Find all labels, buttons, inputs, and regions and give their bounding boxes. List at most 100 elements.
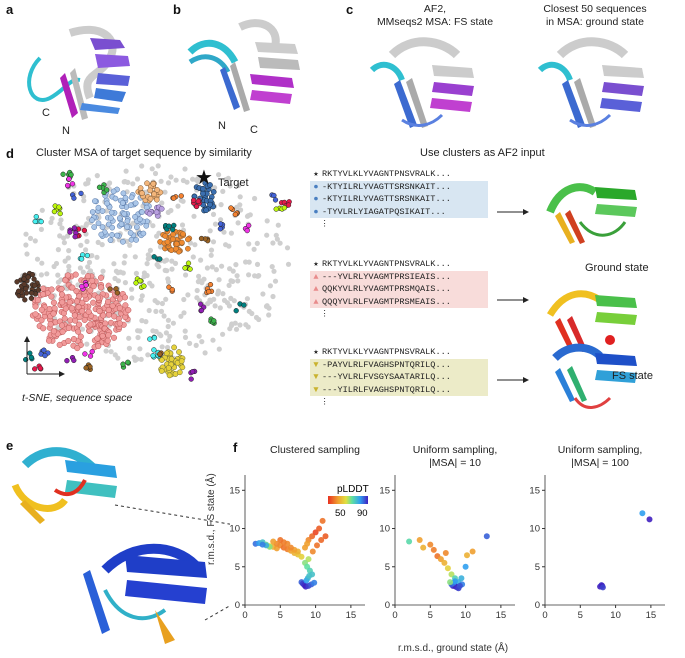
tsne-point (167, 333, 173, 339)
panel-label-a: a (6, 2, 14, 17)
tsne-point (21, 281, 27, 287)
tsne-point (145, 256, 151, 262)
protein-structure-b (187, 19, 300, 112)
tsne-point (84, 252, 90, 259)
tsne-point (108, 209, 115, 216)
tsne-point (217, 305, 223, 311)
tsne-point (116, 320, 123, 327)
x-tick-label: 0 (542, 610, 547, 621)
title-uniform-10-line2: |MSA| = 10 (429, 457, 481, 469)
tsne-point (29, 290, 35, 296)
tsne-point (235, 278, 241, 284)
tsne-point (56, 341, 63, 348)
query-sequence-row: ★ RKTYVLKLYVAGNTPNSVRALK... (310, 258, 488, 271)
tsne-point (80, 269, 86, 275)
tsne-point (207, 297, 213, 303)
cluster-marker-icon: ▼ (313, 372, 319, 382)
tsne-point (23, 242, 29, 248)
tsne-point (178, 358, 185, 364)
tsne-point (89, 277, 96, 284)
tsne-point (119, 200, 126, 206)
tsne-point (141, 283, 147, 289)
tsne-point (87, 321, 94, 328)
tsne-point (157, 256, 163, 262)
tsne-point (150, 180, 157, 187)
tsne-point (71, 195, 77, 201)
tsne-point (64, 272, 71, 279)
tsne-point (94, 173, 100, 179)
tsne-point (44, 271, 50, 277)
cluster-sequence-text: -TYVLRLYIAGATPQSIKAIT... (322, 206, 446, 217)
tsne-point (99, 224, 106, 230)
tsne-point (134, 176, 141, 182)
tsne-point (166, 223, 172, 229)
tsne-point (193, 342, 199, 348)
tsne-point (78, 242, 84, 248)
tsne-point (228, 278, 234, 284)
tsne-point (273, 232, 279, 238)
tsne-point (173, 240, 180, 247)
scatter-point (646, 516, 653, 523)
tsne-point (37, 365, 44, 371)
tsne-point (170, 320, 176, 326)
tsne-point (266, 312, 272, 318)
tsne-point (171, 344, 177, 351)
tsne-point (277, 240, 283, 246)
cluster-sequence-text: -KTYILRLYVAGTTSRSNKAIT... (322, 194, 451, 204)
tsne-point (246, 222, 252, 229)
tsne-point (75, 328, 82, 335)
tsne-point (198, 307, 205, 314)
tsne-point (77, 333, 84, 340)
blue-cluster-sequences: ★ RKTYVLKLYVAGNTPNSVRALK... ● -KTYILRLYVAGT… (310, 168, 488, 231)
tsne-point (61, 235, 67, 241)
tsne-axis-label: t-SNE, sequence space (22, 392, 133, 404)
cluster-sequence-row: ▼ ---YVLRLFVSGYSAATARILQ... (310, 371, 488, 384)
tsne-point (165, 323, 171, 330)
caption-af2-line1: AF2, (423, 3, 447, 15)
tsne-point (193, 177, 199, 183)
tsne-point (274, 236, 280, 242)
y-tick-label: 5 (385, 562, 390, 573)
tsne-point (58, 285, 65, 293)
tsne-point (168, 174, 174, 180)
tsne-point (132, 357, 138, 363)
tsne-point (162, 233, 169, 239)
tsne-point (38, 272, 45, 278)
tsne-point (99, 332, 106, 340)
tsne-point (152, 170, 159, 177)
target-star-icon: ★ (195, 167, 213, 189)
tsne-point (15, 288, 22, 294)
tsne-point (153, 196, 160, 203)
tsne-point (111, 313, 118, 320)
tsne-point (110, 334, 118, 341)
tsne-point (84, 341, 90, 347)
tsne-point (252, 195, 258, 202)
tsne-point (32, 282, 38, 288)
query-sequence-row: ★ RKTYVLKLYVAGNTPNSVRALK... (310, 168, 488, 181)
tsne-point (215, 291, 221, 297)
cluster-marker-icon: ● (313, 206, 319, 217)
tsne-point (165, 317, 171, 323)
tsne-point (51, 305, 58, 312)
tsne-point (121, 294, 129, 301)
tsne-point (40, 285, 47, 292)
tsne-point (61, 315, 68, 322)
tsne-point (85, 177, 91, 183)
tsne-point (64, 358, 70, 364)
tsne-point (71, 225, 78, 231)
tsne-point (102, 320, 109, 327)
tsne-point (127, 242, 133, 248)
tsne-point (95, 204, 102, 211)
tsne-point (99, 208, 106, 214)
tsne-point (219, 263, 225, 269)
rmsd-scatter-plots: 0 5 10 15 0 5 10 15 0 5 10 15 0 5 10 15 0 5 10 15 0 5 10 15 pLD… (229, 475, 665, 621)
tsne-point (145, 352, 151, 358)
tsne-point (204, 265, 210, 271)
tsne-point (81, 198, 87, 204)
tsne-point (187, 266, 193, 272)
tsne-point (62, 277, 69, 284)
title-uniform-10-line1: Uniform sampling, (412, 444, 498, 456)
tsne-point (112, 195, 119, 202)
tsne-point (109, 302, 116, 309)
tsne-point (152, 298, 158, 304)
